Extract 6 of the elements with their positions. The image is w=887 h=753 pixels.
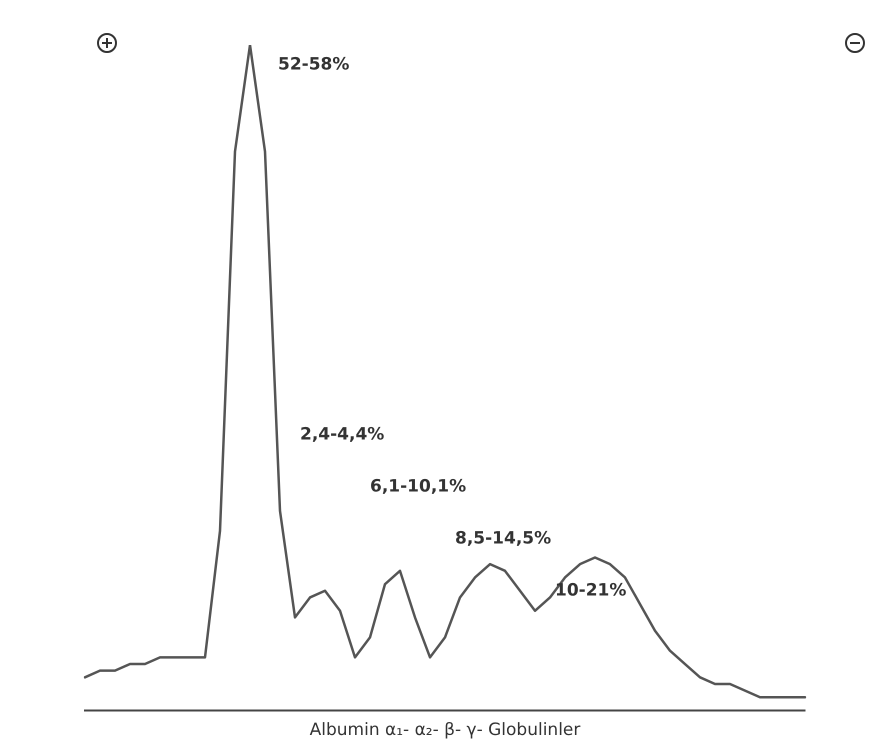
x-axis-title: Albumin α₁- α₂- β- γ- Globulinler	[310, 720, 580, 740]
annotation: 2,4-4,4%	[300, 424, 384, 444]
annotation: 10-21%	[555, 580, 626, 600]
annotation: 8,5-14,5%	[455, 528, 552, 548]
annotation: 6,1-10,1%	[370, 476, 466, 496]
annotation: 52-58%	[278, 54, 350, 74]
